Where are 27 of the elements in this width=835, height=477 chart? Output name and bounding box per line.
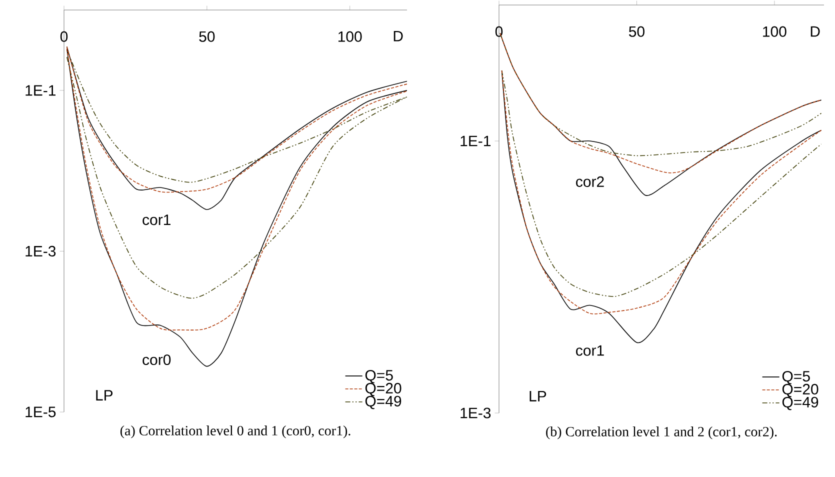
x-tick-label: 0: [495, 26, 503, 37]
x-tick-label: 100: [338, 31, 362, 42]
x-axis-title: D: [394, 30, 403, 42]
y-tick-label: 1E-1: [460, 136, 490, 146]
x-tick-label: 50: [628, 26, 644, 37]
legend-label: Q=20: [365, 382, 402, 396]
x-tick-label: 100: [763, 26, 786, 37]
legend-label: Q=49: [365, 396, 402, 410]
annotation: cor0: [142, 354, 171, 366]
annotation: cor1: [576, 345, 604, 356]
legend-label: Q=20: [782, 384, 818, 398]
annotation: cor2: [576, 176, 604, 187]
legend-label: Q=49: [782, 396, 818, 410]
y-tick-label: 1E-3: [460, 408, 491, 418]
legend-label: Q=5: [365, 370, 393, 384]
legend-label: Q=5: [782, 370, 810, 384]
x-axis-title: D: [810, 26, 820, 37]
text: (a) Correlation level 0 and 1 (cor0, cor1).: [120, 426, 350, 438]
y-tick-label: 1E-1: [26, 85, 56, 96]
annotation: cor1: [142, 214, 170, 226]
x-tick-label: 50: [199, 31, 215, 42]
annotation: LP: [96, 390, 113, 400]
text: (b) Correlation level 1 and 2 (cor1, cor2).: [546, 426, 777, 440]
y-tick-label: 1E-5: [26, 406, 56, 418]
annotation: LP: [530, 391, 546, 402]
y-tick-label: 1E-3: [26, 246, 56, 257]
x-tick-label: 0: [60, 31, 68, 42]
